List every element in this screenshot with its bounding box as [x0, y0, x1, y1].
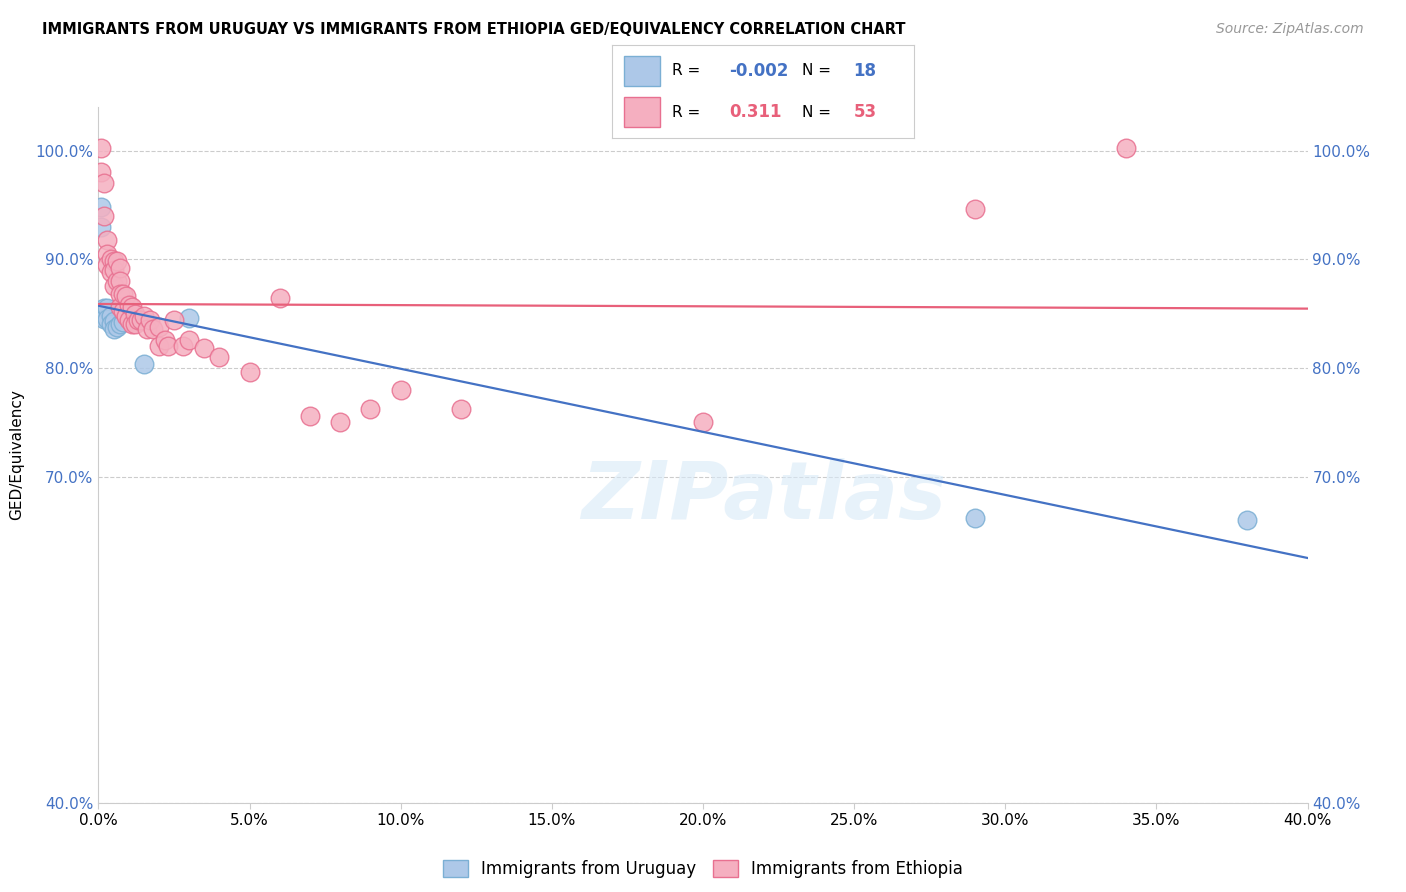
Point — [100, 309, 122, 323]
Point — [90, 200, 112, 214]
Text: ZIPatlas: ZIPatlas — [581, 458, 946, 536]
FancyBboxPatch shape — [624, 97, 659, 127]
Text: IMMIGRANTS FROM URUGUAY VS IMMIGRANTS FROM ETHIOPIA GED/EQUIVALENCY CORRELATION : IMMIGRANTS FROM URUGUAY VS IMMIGRANTS FR… — [42, 22, 905, 37]
Point — [90, 141, 112, 155]
Point — [965, 202, 987, 217]
Point — [965, 511, 987, 525]
Point — [108, 318, 131, 332]
Point — [105, 254, 128, 268]
Point — [163, 313, 186, 327]
Point — [139, 313, 162, 327]
Point — [114, 289, 136, 303]
Point — [105, 274, 128, 288]
Point — [96, 233, 118, 247]
Point — [1236, 513, 1258, 527]
Point — [108, 274, 131, 288]
Point — [132, 357, 155, 371]
Point — [100, 318, 122, 332]
Point — [103, 314, 125, 328]
Text: R =: R = — [672, 104, 706, 120]
Text: -0.002: -0.002 — [730, 62, 789, 79]
Point — [93, 176, 115, 190]
Point — [124, 307, 146, 321]
Point — [156, 339, 179, 353]
Point — [103, 322, 125, 336]
Text: N =: N = — [801, 104, 837, 120]
Point — [93, 301, 115, 315]
Point — [135, 322, 157, 336]
Point — [90, 219, 112, 234]
Point — [127, 313, 149, 327]
Point — [118, 313, 141, 327]
Point — [142, 322, 165, 336]
Point — [124, 315, 146, 329]
Point — [111, 315, 134, 329]
Point — [103, 254, 125, 268]
Point — [96, 247, 118, 261]
Point — [93, 312, 115, 326]
Point — [118, 298, 141, 312]
Point — [90, 165, 112, 179]
Point — [450, 402, 472, 417]
Point — [108, 260, 131, 275]
Point — [239, 365, 262, 379]
Point — [193, 342, 215, 356]
Y-axis label: GED/Equivalency: GED/Equivalency — [10, 390, 24, 520]
Point — [108, 300, 131, 314]
Text: N =: N = — [801, 63, 837, 78]
Point — [329, 415, 352, 429]
Point — [96, 258, 118, 272]
Point — [692, 415, 714, 429]
Point — [172, 339, 194, 353]
Point — [96, 301, 118, 315]
Point — [208, 350, 231, 364]
Point — [105, 319, 128, 334]
Point — [299, 409, 322, 423]
Text: R =: R = — [672, 63, 706, 78]
Point — [153, 333, 176, 347]
Point — [129, 313, 152, 327]
Point — [111, 287, 134, 301]
Legend: Immigrants from Uruguay, Immigrants from Ethiopia: Immigrants from Uruguay, Immigrants from… — [436, 854, 970, 885]
Point — [360, 402, 382, 417]
Point — [179, 310, 201, 325]
Text: Source: ZipAtlas.com: Source: ZipAtlas.com — [1216, 22, 1364, 37]
Point — [148, 319, 170, 334]
Point — [96, 312, 118, 326]
Point — [132, 309, 155, 323]
Point — [111, 304, 134, 318]
Point — [93, 209, 115, 223]
Point — [121, 318, 143, 332]
Point — [100, 265, 122, 279]
Text: 18: 18 — [853, 62, 876, 79]
Point — [389, 383, 412, 397]
Text: 53: 53 — [853, 103, 876, 121]
Point — [1115, 141, 1137, 155]
Point — [108, 287, 131, 301]
FancyBboxPatch shape — [624, 56, 659, 86]
Point — [148, 339, 170, 353]
Point — [103, 263, 125, 277]
Point — [124, 318, 146, 332]
Point — [114, 309, 136, 323]
Point — [121, 300, 143, 314]
Text: 0.311: 0.311 — [730, 103, 782, 121]
Point — [269, 291, 291, 305]
Point — [179, 333, 201, 347]
Point — [103, 279, 125, 293]
Point — [100, 252, 122, 267]
